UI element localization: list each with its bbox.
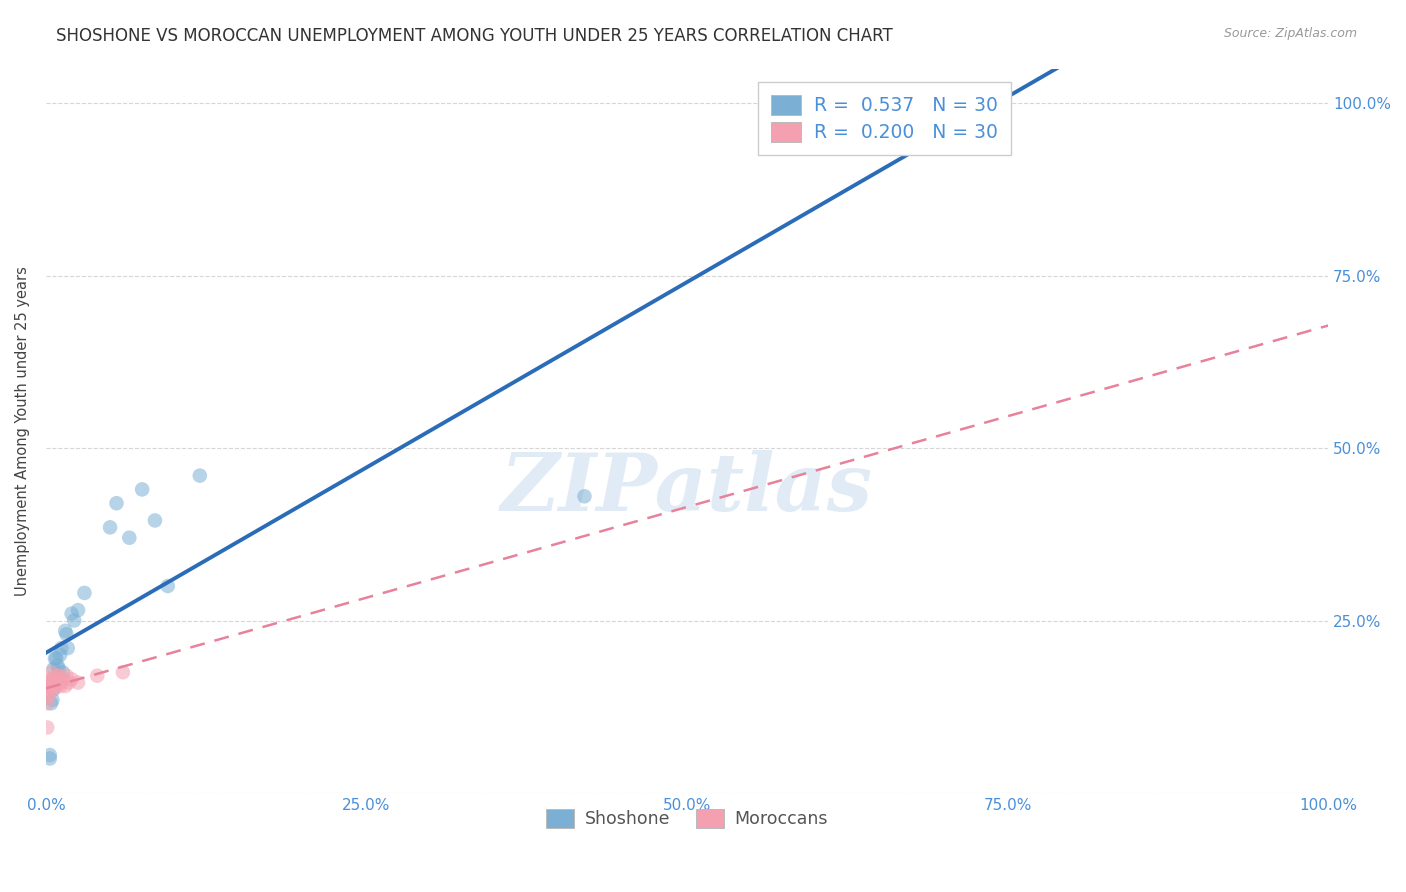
Point [188, 468, 211, 483]
Point [56, 641, 79, 656]
Point [38, 747, 60, 762]
Point [38, 675, 60, 690]
Point [73, 586, 96, 600]
Point [37, 721, 59, 735]
Point [48, 662, 70, 676]
Point [45, 679, 67, 693]
Point [51, 641, 73, 656]
Point [49, 679, 72, 693]
Point [52, 665, 75, 680]
Point [574, 489, 596, 503]
Text: Source: ZipAtlas.com: Source: ZipAtlas.com [1223, 27, 1357, 40]
Point [907, 103, 929, 117]
Point [42, 662, 65, 676]
Point [51, 675, 73, 690]
Legend: Shoshone, Moroccans: Shoshone, Moroccans [540, 802, 835, 835]
Point [53, 624, 76, 638]
Point [66, 603, 89, 617]
Point [39, 665, 62, 680]
Point [105, 496, 128, 510]
Point [42, 675, 65, 690]
Point [98, 520, 121, 534]
Point [48, 669, 70, 683]
Point [66, 675, 89, 690]
Point [38, 679, 60, 693]
Point [39, 679, 62, 693]
Point [39, 696, 62, 710]
Point [49, 648, 72, 662]
Point [55, 627, 77, 641]
Point [42, 682, 65, 697]
Point [60, 672, 83, 686]
Point [60, 607, 83, 621]
Point [38, 672, 60, 686]
Point [38, 686, 60, 700]
Point [41, 682, 63, 697]
Point [58, 675, 80, 690]
Point [41, 672, 63, 686]
Point [111, 665, 134, 680]
Point [44, 672, 66, 686]
Point [118, 531, 141, 545]
Text: ZIPatlas: ZIPatlas [501, 450, 873, 527]
Point [63, 614, 86, 628]
Point [38, 751, 60, 765]
Y-axis label: Unemployment Among Youth under 25 years: Unemployment Among Youth under 25 years [15, 266, 30, 596]
Point [41, 693, 63, 707]
Point [37, 696, 59, 710]
Point [48, 672, 70, 686]
Point [156, 579, 179, 593]
Point [39, 675, 62, 690]
Point [131, 483, 153, 497]
Text: SHOSHONE VS MOROCCAN UNEMPLOYMENT AMONG YOUTH UNDER 25 YEARS CORRELATION CHART: SHOSHONE VS MOROCCAN UNEMPLOYMENT AMONG … [56, 27, 893, 45]
Point [86, 669, 108, 683]
Point [143, 513, 166, 527]
Point [53, 679, 76, 693]
Point [55, 669, 77, 683]
Point [38, 690, 60, 704]
Point [38, 682, 60, 697]
Point [45, 651, 67, 665]
Point [46, 658, 69, 673]
Point [46, 669, 69, 683]
Point [42, 679, 65, 693]
Point [44, 651, 66, 665]
Point [48, 672, 70, 686]
Point [52, 672, 75, 686]
